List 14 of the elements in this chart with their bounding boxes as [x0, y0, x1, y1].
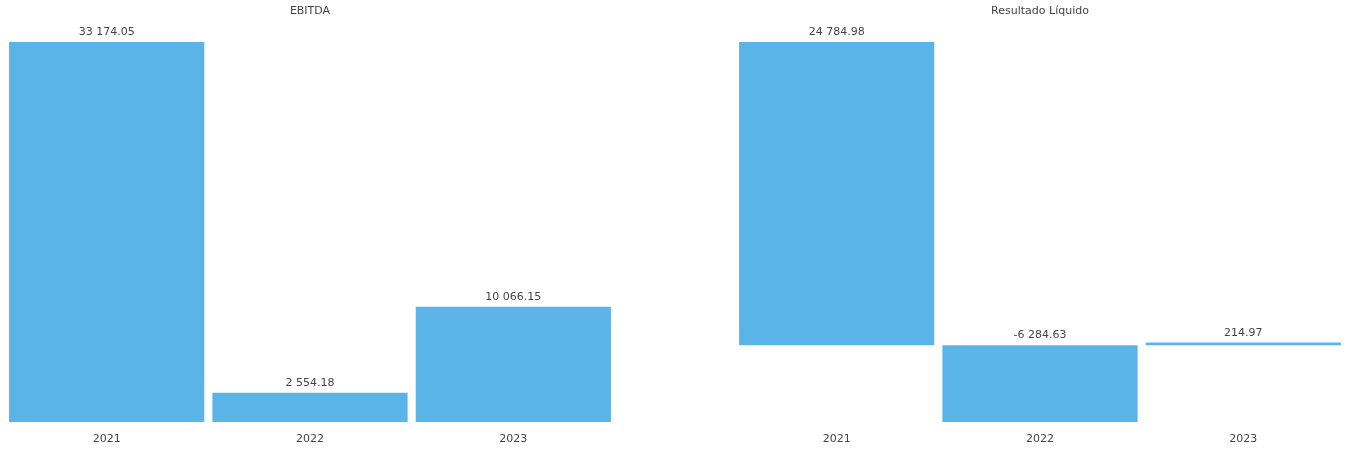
data-label: 10 066.15	[485, 289, 542, 303]
data-label: 214.97	[1224, 325, 1263, 339]
data-label: 24 784.98	[808, 25, 865, 38]
data-label: 33 174.05	[78, 25, 135, 38]
x-tick-label: 2022	[1026, 431, 1054, 445]
x-tick-label: 2023	[499, 431, 528, 445]
chart-title: EBITDA	[289, 4, 331, 17]
data-label: 2 554.18	[285, 375, 335, 389]
x-tick-label: 2021	[822, 431, 851, 445]
x-tick-label: 2022	[296, 431, 324, 445]
x-tick-label: 2023	[1229, 431, 1258, 445]
x-tick-label: 2021	[92, 431, 121, 445]
chart-title: Resultado Líquido	[991, 4, 1090, 17]
data-label: -6 284.63	[1013, 328, 1067, 342]
